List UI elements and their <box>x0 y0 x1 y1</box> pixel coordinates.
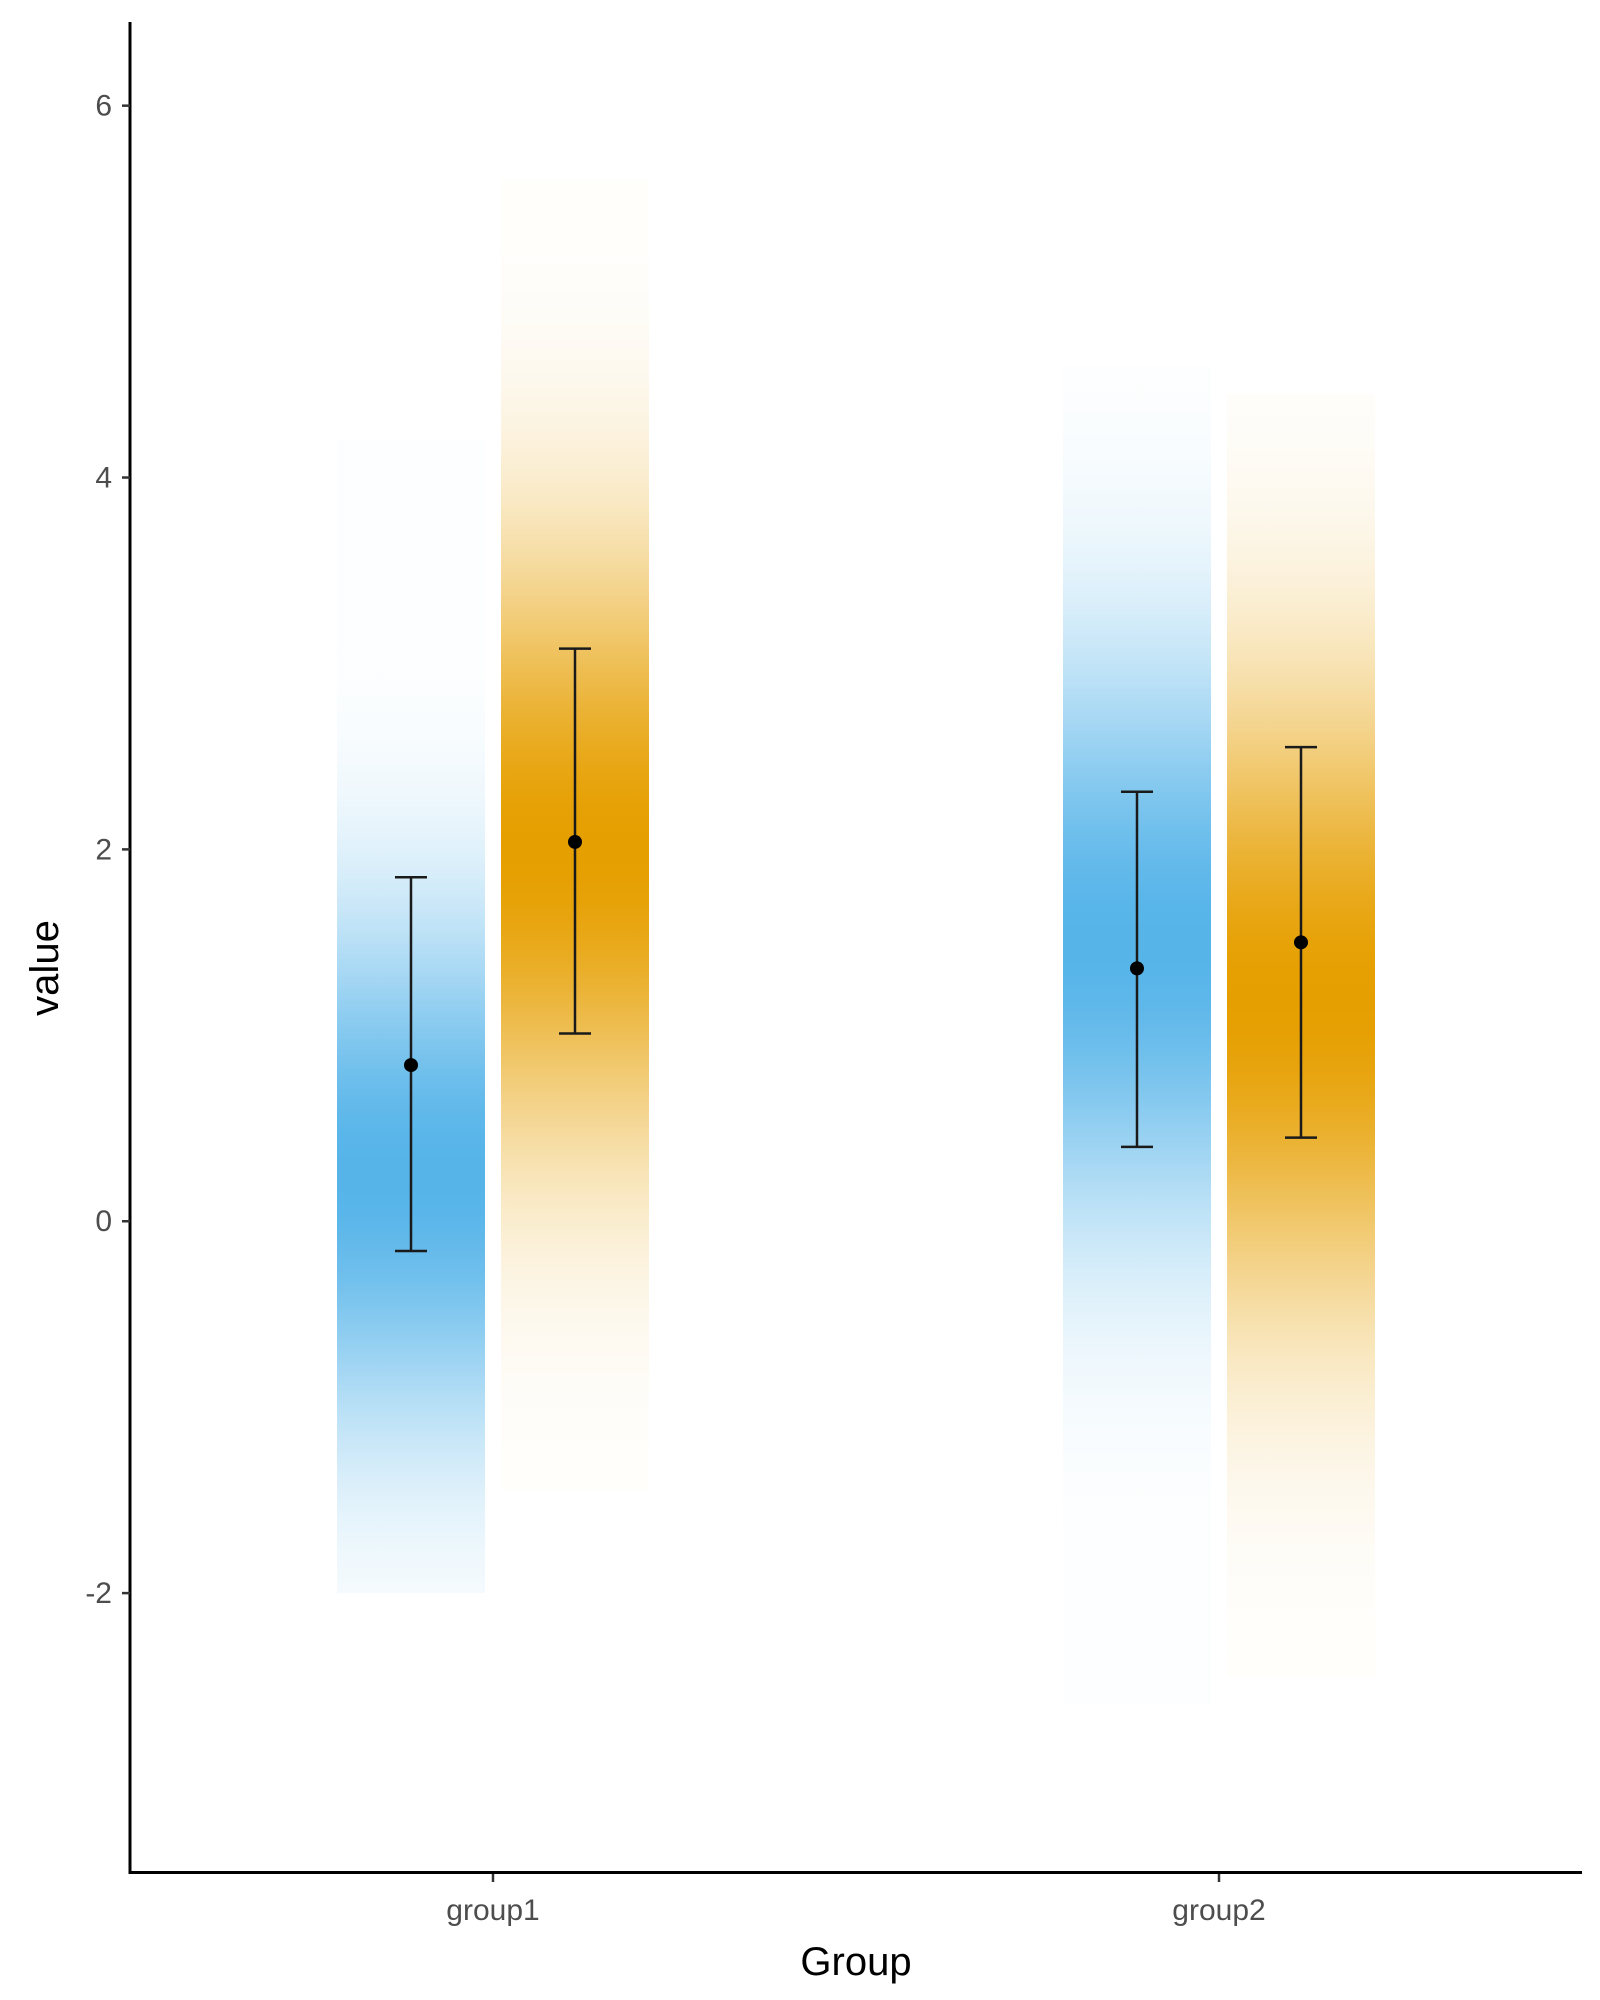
y-tick-label: 0 <box>95 1205 112 1238</box>
y-tick-label: 2 <box>95 833 112 866</box>
mean-point <box>1294 935 1308 950</box>
interval-markers <box>395 647 1317 1253</box>
x-tick-label: group1 <box>446 1894 539 1927</box>
x-ticks: group1 group2 <box>446 1874 1266 1927</box>
y-tick-label: -2 <box>85 1577 112 1610</box>
mean-point <box>568 834 582 849</box>
mean-point <box>1130 961 1144 976</box>
y-axis-title: value <box>23 920 67 1016</box>
y-tick-label: 6 <box>95 90 112 123</box>
axes <box>128 22 1582 1874</box>
distribution-bands <box>337 180 1375 1705</box>
y-ticks: -2 0 2 4 6 <box>85 90 130 1610</box>
y-tick-label: 4 <box>95 462 112 495</box>
x-axis-title: Group <box>800 1940 911 1984</box>
mean-point <box>404 1058 418 1073</box>
x-tick-label: group2 <box>1172 1894 1265 1927</box>
